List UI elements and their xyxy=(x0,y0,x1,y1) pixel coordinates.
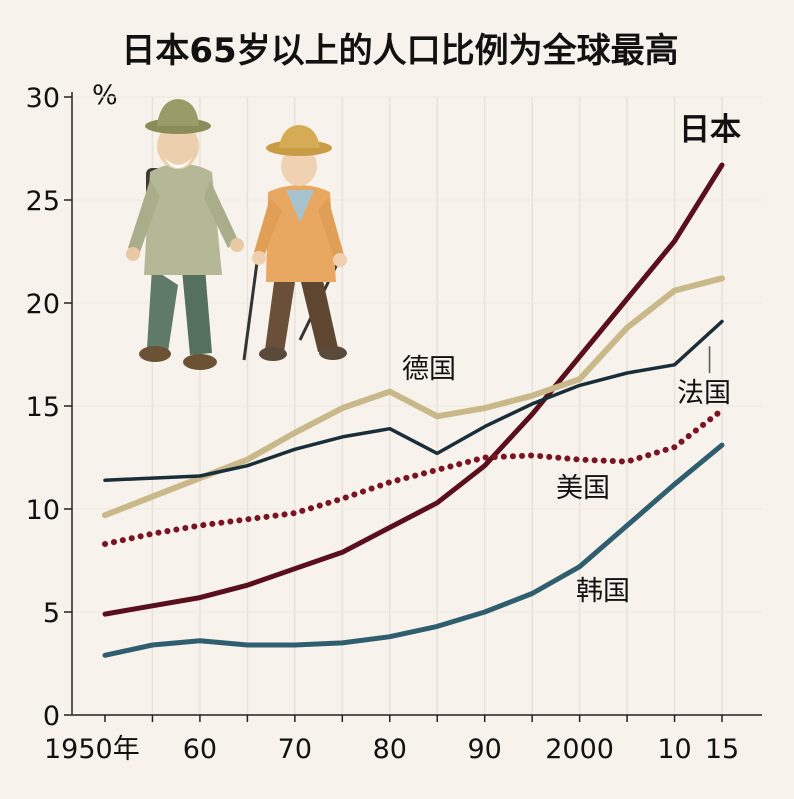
y-tick-label: 10 xyxy=(26,495,60,526)
x-tick-label: 15 xyxy=(705,734,739,765)
x-tick-label: 2000 xyxy=(545,734,614,765)
series-label-5: 韩国 xyxy=(576,576,630,607)
x-tick-label: 70 xyxy=(278,734,312,765)
y-tick-label: 20 xyxy=(26,289,60,320)
grid-layer xyxy=(72,96,762,715)
series-line-1 xyxy=(102,162,725,617)
series-line-5 xyxy=(102,442,725,658)
y-tick-label: 0 xyxy=(43,701,60,732)
y-tick-label: 30 xyxy=(26,83,60,114)
elderly-hikers-illustration xyxy=(126,99,347,370)
x-tick-label: 60 xyxy=(183,734,217,765)
series-label-4: 美国 xyxy=(556,473,610,504)
x-tick-label: 80 xyxy=(373,734,407,765)
y-tick-label: 5 xyxy=(43,598,60,629)
series-label-3: 法国 xyxy=(677,378,731,409)
series-label-1: 日本 xyxy=(679,112,741,148)
elderly-man-figure xyxy=(126,99,244,370)
elderly-woman-figure xyxy=(242,125,347,361)
series-line-4 xyxy=(102,407,725,547)
series-layer xyxy=(102,162,725,658)
y-tick-label: 25 xyxy=(26,186,60,217)
series-label-2: 德国 xyxy=(402,354,456,385)
series-line-3 xyxy=(103,319,724,482)
x-tick-label: 90 xyxy=(468,734,502,765)
y-tick-label: 15 xyxy=(26,392,60,423)
x-tick-label: 1950年 xyxy=(44,734,140,765)
x-tick-label: 10 xyxy=(657,734,691,765)
chart-title: 日本65岁以上的人口比例为全球最高 xyxy=(121,31,678,71)
axis-layer: 0 5 10 15 20 25 30 1950年 60 70 80 90 2000 10 15 xyxy=(26,83,762,765)
y-axis-unit-label: % xyxy=(92,80,118,111)
